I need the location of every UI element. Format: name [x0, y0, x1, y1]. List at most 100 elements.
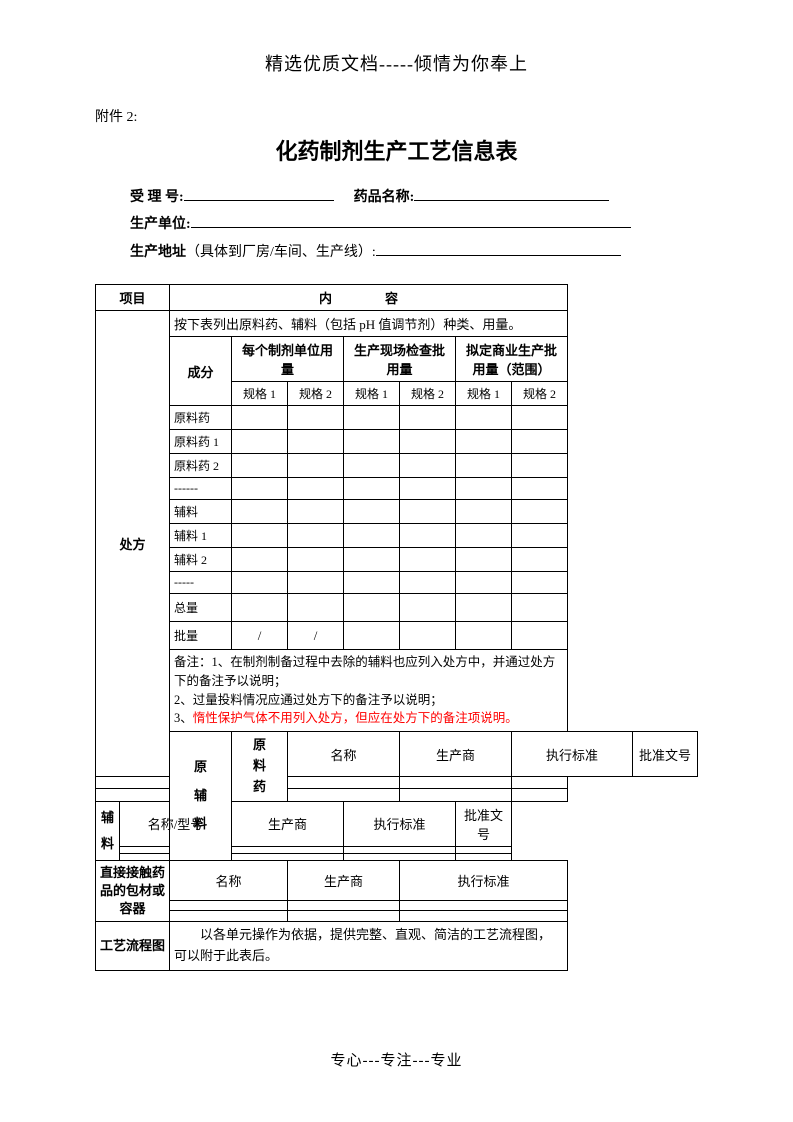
cell[interactable] [456, 622, 512, 650]
cell[interactable] [120, 846, 232, 853]
cell[interactable] [344, 548, 400, 572]
cell[interactable] [344, 524, 400, 548]
cell[interactable] [512, 406, 568, 430]
cell[interactable] [170, 900, 288, 911]
address-label: 生产地址 [130, 240, 186, 267]
cell[interactable] [512, 430, 568, 454]
flowchart-label: 工艺流程图 [96, 922, 170, 971]
cell[interactable] [512, 478, 568, 500]
cell[interactable] [288, 594, 344, 622]
row-api: 原料药 [170, 406, 232, 430]
cell[interactable] [456, 572, 512, 594]
cell[interactable] [96, 789, 170, 801]
cell[interactable] [400, 622, 456, 650]
cell[interactable] [400, 789, 512, 801]
cell[interactable] [344, 500, 400, 524]
cell[interactable] [120, 853, 232, 860]
cell[interactable] [456, 548, 512, 572]
cell[interactable] [344, 572, 400, 594]
cell[interactable] [232, 478, 288, 500]
cell[interactable] [232, 524, 288, 548]
cell[interactable] [456, 454, 512, 478]
cell[interactable] [288, 454, 344, 478]
cell[interactable] [400, 900, 568, 911]
cell[interactable] [288, 524, 344, 548]
cell[interactable] [288, 500, 344, 524]
cell[interactable] [456, 500, 512, 524]
cell[interactable] [344, 478, 400, 500]
cell[interactable] [232, 548, 288, 572]
cell[interactable] [232, 572, 288, 594]
cell[interactable] [400, 478, 456, 500]
cell[interactable] [232, 454, 288, 478]
hdr-spec1-b: 规格 1 [344, 382, 400, 406]
cell[interactable] [232, 594, 288, 622]
cell[interactable] [288, 777, 400, 789]
cell[interactable] [456, 524, 512, 548]
cell[interactable] [400, 500, 456, 524]
cell[interactable] [400, 406, 456, 430]
cell[interactable] [232, 500, 288, 524]
address-input[interactable] [376, 239, 621, 256]
cell[interactable] [512, 622, 568, 650]
packaging-label: 直接接触药品的包材或容器 [96, 860, 170, 922]
cell[interactable] [344, 622, 400, 650]
cell[interactable] [288, 789, 400, 801]
cell[interactable] [512, 548, 568, 572]
cell[interactable] [456, 430, 512, 454]
cell[interactable] [288, 430, 344, 454]
row-excipient: 辅料 [170, 500, 232, 524]
note-1: 备注：1、在制剂制备过程中去除的辅料也应列入处方中，并通过处方下的备注予以说明； [174, 655, 555, 688]
cell[interactable] [288, 406, 344, 430]
cell[interactable] [400, 524, 456, 548]
cell[interactable] [232, 846, 344, 853]
hdr-standard-2: 执行标准 [344, 801, 456, 846]
cell[interactable] [456, 853, 512, 860]
cell[interactable] [400, 548, 456, 572]
cell[interactable] [400, 454, 456, 478]
producer-input[interactable] [191, 211, 631, 228]
cell[interactable] [400, 777, 512, 789]
cell[interactable] [344, 594, 400, 622]
cell[interactable] [344, 454, 400, 478]
cell[interactable] [232, 406, 288, 430]
cell[interactable] [456, 478, 512, 500]
cell[interactable] [344, 846, 456, 853]
cell[interactable] [400, 911, 568, 922]
cell[interactable] [512, 594, 568, 622]
cell[interactable] [456, 594, 512, 622]
cell[interactable] [288, 900, 400, 911]
acceptance-no-input[interactable] [184, 184, 334, 201]
cell[interactable] [400, 594, 456, 622]
cell[interactable] [344, 853, 456, 860]
cell[interactable] [456, 846, 512, 853]
cell[interactable] [288, 572, 344, 594]
drug-name-input[interactable] [414, 184, 609, 201]
cell[interactable] [512, 524, 568, 548]
cell[interactable] [456, 406, 512, 430]
cell[interactable] [512, 777, 568, 789]
cell[interactable] [512, 454, 568, 478]
cell[interactable] [288, 548, 344, 572]
cell[interactable] [400, 572, 456, 594]
cell[interactable] [400, 430, 456, 454]
acceptance-no-label: 受 理 号: [130, 185, 184, 212]
cell[interactable] [96, 777, 170, 789]
prescription-label: 处方 [96, 311, 170, 777]
cell[interactable] [512, 789, 568, 801]
hdr-commercial: 拟定商业生产批用量（范围） [456, 337, 568, 382]
cell[interactable] [288, 911, 400, 922]
cell[interactable] [288, 478, 344, 500]
hdr-per-unit: 每个制剂单位用量 [232, 337, 344, 382]
cell[interactable] [512, 572, 568, 594]
cell[interactable] [170, 911, 288, 922]
row-dash1: ------ [170, 478, 232, 500]
cell[interactable] [344, 430, 400, 454]
cell[interactable] [232, 853, 344, 860]
row-batch: 批量 [170, 622, 232, 650]
cell[interactable] [512, 500, 568, 524]
producer-label: 生产单位: [130, 212, 191, 239]
cell[interactable] [232, 430, 288, 454]
row-exc2: 辅料 2 [170, 548, 232, 572]
cell[interactable] [344, 406, 400, 430]
